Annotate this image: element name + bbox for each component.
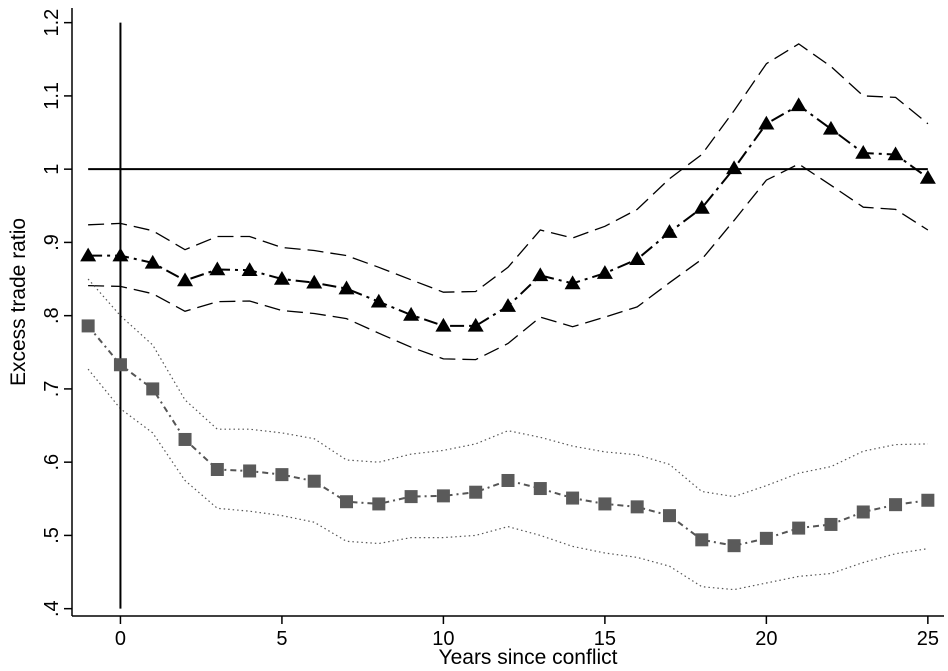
square-point <box>146 382 160 396</box>
triangle-point <box>887 146 904 161</box>
triangle-point <box>306 274 323 289</box>
y-tick-label: 1.2 <box>41 9 63 37</box>
triangle-point <box>661 224 678 238</box>
square-point <box>210 462 224 476</box>
series-1-ci-lower <box>88 163 929 361</box>
series-1-line <box>88 104 929 327</box>
square-point <box>404 490 418 504</box>
y-tick-label: .6 <box>41 454 63 471</box>
square-point <box>501 473 515 487</box>
square-point <box>566 491 580 505</box>
triangle-point <box>467 317 484 332</box>
square-point <box>533 482 547 496</box>
triangle-point <box>822 120 839 135</box>
triangle-point <box>855 145 872 159</box>
triangle-point <box>144 254 161 269</box>
square-point <box>759 531 773 545</box>
triangle-point <box>596 265 613 279</box>
square-point <box>243 464 257 478</box>
y-tick-label: .9 <box>41 234 63 251</box>
x-tick-label: 20 <box>755 628 777 650</box>
triangle-point <box>919 169 936 184</box>
triangle-point <box>435 317 452 332</box>
triangle-point <box>726 160 743 175</box>
square-point <box>436 489 450 503</box>
x-tick-label: 25 <box>917 628 939 650</box>
triangle-point <box>177 272 194 287</box>
square-point <box>727 539 741 553</box>
x-tick-label: 0 <box>115 628 126 650</box>
triangle-point <box>758 115 775 130</box>
triangle-point <box>629 251 646 266</box>
confidence-bands <box>87 43 929 591</box>
series-markers <box>80 97 936 553</box>
x-tick-label: 5 <box>276 628 287 650</box>
triangle-point <box>403 306 420 321</box>
square-point <box>889 498 903 512</box>
square-point <box>695 533 709 547</box>
square-point <box>824 517 838 531</box>
square-point <box>178 432 192 446</box>
y-tick-label: .7 <box>41 381 63 398</box>
triangle-point <box>790 97 807 112</box>
y-tick-label: 1.1 <box>41 82 63 110</box>
triangle-point <box>273 271 290 285</box>
triangle-point <box>532 267 549 282</box>
y-axis-title: Excess trade ratio <box>7 218 30 386</box>
square-point <box>372 497 386 511</box>
square-point <box>340 495 354 509</box>
triangle-point <box>564 275 581 290</box>
triangle-point <box>112 247 129 262</box>
square-point <box>275 468 289 482</box>
x-tick-label: 10 <box>432 628 454 650</box>
triangle-point <box>209 261 226 276</box>
series-2-line <box>87 325 929 547</box>
square-point <box>921 493 935 507</box>
square-point <box>307 474 321 488</box>
square-point <box>630 500 644 514</box>
square-point <box>598 497 612 511</box>
square-point <box>792 521 806 535</box>
reference-lines <box>88 22 928 609</box>
y-tick-label: .5 <box>41 527 63 544</box>
triangle-point <box>241 262 258 277</box>
triangle-point <box>338 280 355 295</box>
triangle-point <box>370 293 387 308</box>
square-point <box>856 505 870 519</box>
axes: .4 .5 .6 .7 .8 .9 1 1.1 1.2 0 5 10 15 20 25 <box>41 8 944 650</box>
x-axis-title: Years since conflict <box>439 646 618 669</box>
y-tick-label: .4 <box>41 600 63 617</box>
triangle-point <box>80 247 97 262</box>
series-1-ci-upper <box>88 43 929 293</box>
triangle-point <box>693 199 710 214</box>
square-point <box>662 509 676 523</box>
triangle-point <box>500 298 516 312</box>
square-point <box>469 485 483 499</box>
square-point <box>81 319 95 333</box>
y-tick-label: 1 <box>41 164 63 175</box>
square-point <box>113 358 127 372</box>
x-tick-label: 15 <box>594 628 616 650</box>
y-tick-label: .8 <box>41 307 63 324</box>
